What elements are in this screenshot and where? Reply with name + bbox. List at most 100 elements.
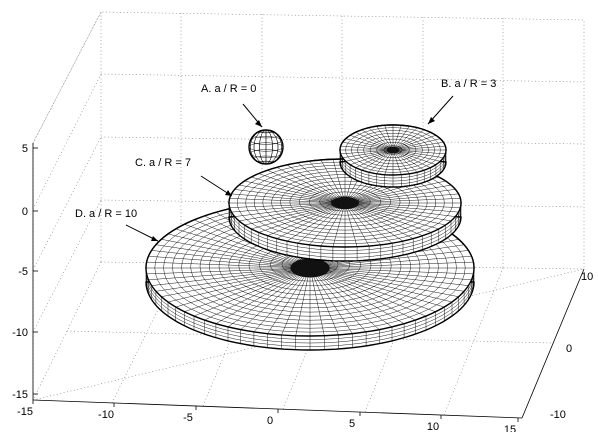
spoke-line <box>393 151 410 174</box>
spoke-line <box>310 272 325 336</box>
spoke-line <box>161 239 302 267</box>
spoke-line <box>350 204 446 226</box>
spoke-line <box>155 244 301 267</box>
sphere-meridian <box>250 129 282 165</box>
spoke-line <box>394 151 418 173</box>
spoke-line <box>151 250 301 268</box>
spoke-line <box>394 151 425 171</box>
spoke-line <box>319 269 465 292</box>
x-tick-label: 0 <box>267 415 273 427</box>
spoke-line <box>345 150 391 162</box>
spoke-line <box>347 205 381 245</box>
axis-ticks: -15 -10 -5 0 5 10 15 -10 0 10 5 0 -5 -10 -15 <box>12 143 593 432</box>
spoke-line <box>368 151 392 173</box>
spoke-line <box>393 125 402 149</box>
spoke-line <box>227 271 306 328</box>
spoke-line <box>332 205 345 247</box>
spoke-line <box>395 142 444 150</box>
spoke-line <box>319 255 472 268</box>
spoke-line <box>396 145 446 151</box>
spoke-line <box>340 149 390 155</box>
z-tick-label: -10 <box>12 327 28 339</box>
spoke-line <box>376 126 393 149</box>
spoke-line <box>393 126 410 149</box>
spoke-line <box>251 176 340 202</box>
x-tick-label: 10 <box>427 421 439 432</box>
spoke-line <box>238 184 339 203</box>
spoke-line <box>319 268 474 275</box>
spoke-line <box>229 203 339 208</box>
spoke-line <box>319 261 474 268</box>
label-c: C. a / R = 7 <box>135 157 191 169</box>
spoke-line <box>393 151 402 175</box>
spoke-line <box>314 271 380 330</box>
spoke-line <box>204 270 304 321</box>
spoke-line <box>258 204 340 233</box>
spoke-line <box>286 205 342 242</box>
spoke-line <box>146 261 301 268</box>
spoke-line <box>312 271 353 334</box>
arrowhead-d <box>151 236 158 241</box>
spoke-line <box>234 189 339 203</box>
spoke-line <box>175 270 302 308</box>
disk-core <box>331 196 359 210</box>
annotation-labels: A. a / R = 0 B. a / R = 3 C. a / R = 7 D… <box>75 78 496 220</box>
spoke-line <box>151 268 301 286</box>
spoke-line <box>395 132 431 150</box>
y-tick-label: 10 <box>581 271 593 283</box>
spoke-line <box>350 180 446 202</box>
spoke-line <box>320 205 344 247</box>
spoke-line <box>395 150 444 158</box>
spoke-line <box>231 203 339 213</box>
arrowhead-b <box>428 117 435 124</box>
spoke-line <box>318 269 453 303</box>
spoke-line <box>309 161 343 201</box>
spoke-line <box>258 173 340 202</box>
spoke-line <box>351 203 461 208</box>
spoke-line <box>342 150 391 158</box>
spoke-line <box>351 198 461 203</box>
spoke-line <box>345 138 391 150</box>
spoke-line <box>347 205 393 244</box>
spoke-line <box>355 132 391 150</box>
spoke-line <box>253 271 307 333</box>
spoke-line <box>148 268 301 281</box>
spoke-line <box>351 203 452 222</box>
z-tick-label: -5 <box>18 266 28 278</box>
spoke-line <box>314 271 393 328</box>
spoke-line <box>146 268 301 275</box>
spoke-line <box>350 204 439 230</box>
y-tick-label: -10 <box>550 409 566 421</box>
spoke-line <box>361 129 392 149</box>
spoke-line <box>276 167 342 202</box>
spoke-line <box>348 204 414 239</box>
arrowhead-a <box>255 120 262 127</box>
spoke-line <box>342 142 391 150</box>
z-tick-label: 5 <box>22 143 28 155</box>
x-tick-label: -10 <box>98 409 114 421</box>
spoke-line <box>215 271 305 324</box>
label-a: A. a / R = 0 <box>201 83 256 95</box>
spoke-line <box>297 205 343 244</box>
z-tick-label: -15 <box>12 389 28 401</box>
spoke-line <box>161 269 302 297</box>
spoke-line <box>394 129 425 149</box>
spoke-line <box>351 203 456 217</box>
spoke-line <box>295 272 310 336</box>
label-d: D. a / R = 10 <box>75 208 137 220</box>
spoke-line <box>351 189 456 203</box>
spoke-line <box>167 269 302 303</box>
spoke-line <box>345 205 358 247</box>
spoke-line <box>319 268 472 281</box>
spoke-line <box>395 138 441 150</box>
spoke-line <box>319 268 469 286</box>
spoke-line <box>244 204 340 226</box>
spoke-line <box>317 270 436 312</box>
axis-frame <box>32 143 585 419</box>
spoke-line <box>348 205 404 242</box>
spoke-line <box>240 271 306 330</box>
spoke-line <box>350 204 432 233</box>
spoke-line <box>349 204 423 236</box>
spoke-line <box>238 203 339 222</box>
